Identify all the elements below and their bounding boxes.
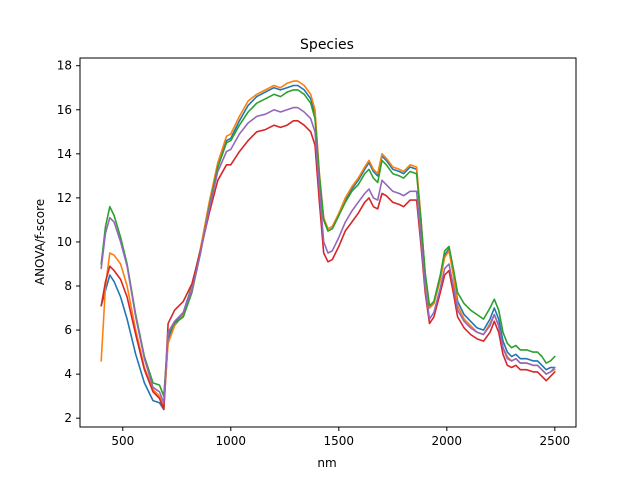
y-tick-label: 14	[57, 147, 72, 161]
chart-title: Species	[300, 37, 354, 53]
y-tick-label: 8	[64, 279, 72, 293]
x-tick-label: 1500	[324, 434, 355, 448]
series-line-5	[100, 106, 556, 404]
y-tick-label: 6	[64, 323, 72, 337]
x-axis-label: nm	[317, 456, 336, 470]
y-tick-label: 2	[64, 411, 72, 425]
x-tick-label: 500	[111, 434, 134, 448]
x-tick-label: 1000	[216, 434, 247, 448]
y-tick-label: 18	[57, 59, 72, 73]
plot-frame	[79, 57, 577, 428]
y-tick-label: 16	[57, 103, 72, 117]
series-line-1	[100, 84, 556, 411]
x-tick-label: 2500	[540, 434, 571, 448]
series-group	[100, 80, 556, 411]
y-axis-label: ANOVA/f-score	[33, 199, 47, 285]
y-tick-label: 10	[57, 235, 72, 249]
y-axis-ticks: 2 4 6 8 10 12 14 16 18	[57, 59, 80, 425]
x-axis-ticks: 500 1000 1500 2000 2500	[111, 427, 570, 448]
y-tick-label: 12	[57, 191, 72, 205]
series-line-3	[100, 89, 556, 398]
series-line-4	[100, 120, 556, 411]
x-tick-label: 2000	[432, 434, 463, 448]
y-tick-label: 4	[64, 367, 72, 381]
series-line-2	[100, 80, 556, 409]
